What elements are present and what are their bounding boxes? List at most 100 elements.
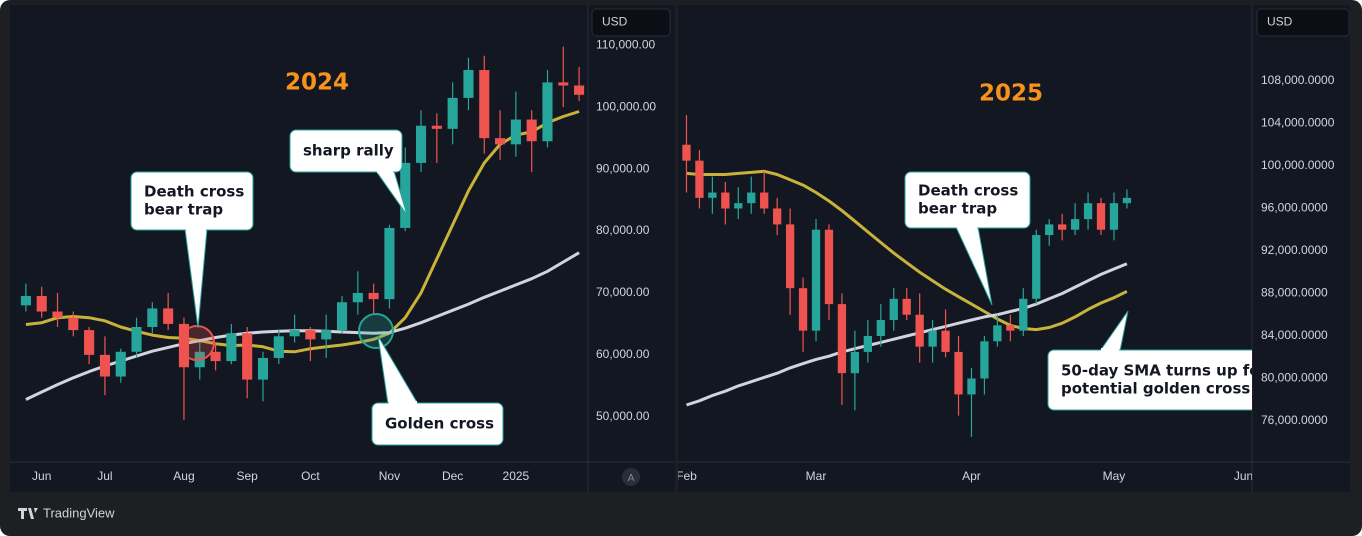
y-tick-label: 104,000.0000	[1261, 116, 1335, 130]
y-tick-label: 80,000.0000	[1261, 371, 1328, 385]
candle-body	[876, 320, 885, 336]
left-panel	[10, 5, 675, 492]
x-tick-label: Aug	[173, 469, 194, 483]
candle-body	[980, 341, 989, 379]
currency-label: USD	[602, 15, 628, 29]
candle-body	[178, 323, 190, 368]
annotation: Golden cross	[371, 335, 504, 446]
chart-right: Feb Mar Apr May Jun 76,000.0000 80,000.0000 84,…	[678, 8, 1350, 483]
candle-body	[954, 351, 963, 395]
candle-body	[682, 144, 691, 161]
candle-body	[837, 304, 847, 374]
x-tick-label: Jun	[32, 469, 51, 483]
candle-body	[993, 325, 1002, 342]
chart-title: 2025	[979, 81, 1043, 107]
annotation-text: Death cross	[144, 183, 244, 201]
y-tick-label: 60,000.00	[596, 347, 650, 361]
auto-scale-button[interactable]: A	[622, 468, 640, 486]
candle-body	[321, 330, 332, 340]
currency-box	[1256, 8, 1350, 37]
candle-body	[289, 330, 300, 337]
y-tick-label: 96,000.0000	[1261, 201, 1328, 215]
candle-body	[760, 192, 769, 209]
candle-body	[131, 327, 142, 352]
candle-body	[20, 296, 31, 306]
annotation-text: bear trap	[918, 200, 997, 218]
chart-title: 2024	[285, 70, 349, 96]
candle-body	[824, 229, 834, 305]
candle-body	[305, 330, 316, 340]
annotation-text: sharp rally	[303, 142, 394, 160]
candle-body	[1045, 224, 1054, 236]
candle-body	[941, 330, 950, 352]
candle-body	[1109, 203, 1119, 230]
callout-box	[1047, 349, 1252, 411]
brand-name: TradingView	[43, 505, 115, 520]
currency-box	[591, 8, 671, 37]
candle-body	[163, 308, 174, 324]
candle-body	[210, 351, 221, 362]
candle-body	[734, 203, 743, 209]
x-tick-label: Nov	[379, 469, 400, 483]
cross-marker	[358, 313, 394, 349]
annotation-text: bear trap	[144, 201, 223, 219]
candle-body	[542, 82, 553, 142]
candle-body	[257, 357, 269, 380]
candle-body	[384, 227, 395, 300]
candle-body	[52, 311, 63, 318]
annotation: sharp rally	[289, 129, 408, 216]
x-tick-label: Mar	[806, 469, 827, 483]
candle-body	[721, 192, 730, 209]
candle-body	[415, 125, 427, 163]
y-tick-label: 100,000.00	[596, 99, 656, 113]
x-tick-label: Sep	[237, 469, 259, 483]
candle-body	[863, 335, 872, 352]
candle-body	[526, 119, 537, 142]
candle-body	[928, 330, 937, 347]
y-tick-label: 50,000.00	[596, 409, 650, 423]
candle-body	[747, 192, 756, 204]
x-tick-label: Apr	[962, 469, 981, 483]
candle-body	[574, 85, 585, 95]
auto-scale-label: A	[628, 473, 635, 484]
candle-body	[850, 351, 860, 374]
y-tick-label: 90,000.00	[596, 161, 650, 175]
candle-body	[479, 70, 490, 139]
y-tick-label: 80,000.00	[596, 223, 650, 237]
candle-body	[1058, 224, 1067, 230]
callout-seam	[377, 168, 393, 173]
x-axis: Feb Mar Apr May Jun	[678, 469, 1252, 483]
candle-body	[1122, 197, 1132, 204]
callout-seam	[186, 226, 206, 231]
candle-body	[115, 351, 126, 377]
callout-box	[289, 129, 403, 173]
chart-left: Jun Jul Aug Sep Oct Nov Dec 2025 50,000.00 60,000…	[20, 8, 671, 486]
candle-body	[695, 160, 704, 198]
y-tick-label: 84,000.0000	[1261, 328, 1328, 342]
y-tick-label: 70,000.00	[596, 285, 650, 299]
y-tick-label: 100,000.0000	[1261, 158, 1335, 172]
candle-body	[1006, 325, 1015, 331]
annotation-text: potential golden cross	[1061, 380, 1250, 398]
candle-body	[773, 208, 782, 225]
candle-body	[902, 298, 911, 315]
candle-body	[431, 125, 442, 129]
cross-marker	[179, 325, 215, 361]
x-tick-label: 2025	[503, 469, 530, 483]
candle-body	[798, 288, 808, 331]
candle-body	[352, 292, 363, 303]
annotation-text: Death cross	[918, 182, 1018, 200]
candle-body	[147, 308, 158, 328]
candle-body	[915, 314, 924, 347]
x-tick-label: Dec	[442, 469, 463, 483]
y-tick-label: 76,000.0000	[1261, 413, 1328, 427]
candle-body	[785, 224, 795, 289]
candle-body	[336, 302, 348, 331]
candle-body	[811, 229, 821, 331]
candle-body	[99, 354, 110, 377]
candle-body	[1032, 235, 1041, 299]
candle-body	[273, 336, 284, 358]
candle-body	[368, 292, 379, 300]
candle-body	[510, 119, 521, 145]
